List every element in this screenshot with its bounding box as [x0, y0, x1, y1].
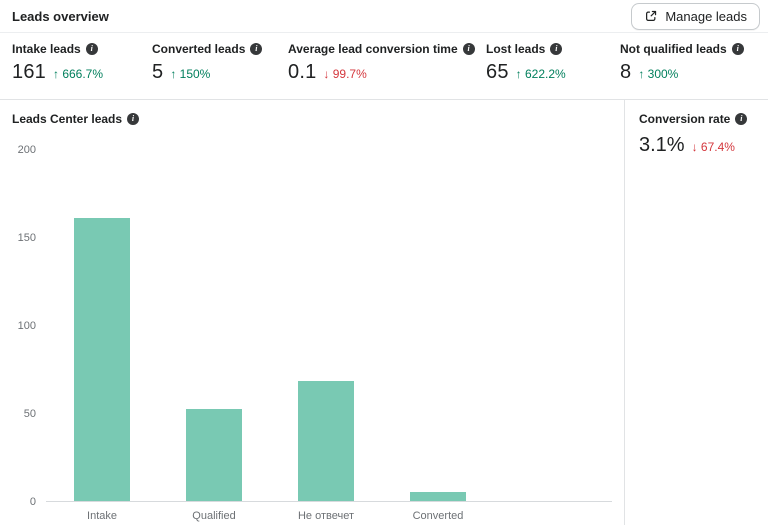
bar-Qualified[interactable]: [186, 409, 242, 501]
kpi-label: Lost leads: [486, 42, 546, 56]
bar-slot: [158, 409, 270, 501]
x-axis-label: Converted: [412, 510, 464, 522]
kpi-delta: ↑ 622.2%: [515, 67, 566, 81]
y-axis-tick: 200: [17, 144, 36, 156]
conversion-rate-label: Conversion rate: [639, 112, 731, 126]
kpi-delta: ↑ 150%: [170, 67, 211, 81]
x-axis-label: Не отвечет: [297, 510, 355, 522]
kpi-label: Intake leads: [12, 42, 81, 56]
kpi-delta: ↓ 99.7%: [323, 67, 367, 81]
y-axis: 0 50 100 150 200: [12, 144, 46, 508]
info-icon[interactable]: [735, 113, 748, 125]
kpi-intake-leads: Intake leads 161 ↑ 666.7%: [12, 42, 152, 99]
bar-chart: 0 50 100 150 200: [12, 144, 612, 508]
external-link-icon: [644, 9, 658, 23]
chart-title: Leads Center leads: [12, 112, 612, 126]
kpi-label: Converted leads: [152, 42, 246, 56]
kpi-avg-conversion-time: Average lead conversion time 0.1 ↓ 99.7%: [288, 42, 486, 99]
conversion-rate-value: 3.1%: [639, 134, 685, 156]
y-axis-tick: 0: [29, 496, 36, 508]
kpi-value: 161: [12, 61, 46, 83]
conversion-rate-section: Conversion rate 3.1% ↓ 67.4%: [625, 100, 768, 525]
header: Leads overview Manage leads: [0, 0, 768, 33]
kpi-label: Average lead conversion time: [288, 42, 458, 56]
manage-leads-button-label: Manage leads: [665, 8, 747, 24]
info-icon[interactable]: [550, 43, 563, 55]
page-title: Leads overview: [12, 8, 109, 24]
x-axis-label: Intake: [87, 510, 117, 522]
chart-plot-area: [46, 150, 612, 502]
leads-chart-section: Leads Center leads 0 50 100 150 200 Intake Qu…: [0, 100, 625, 525]
bar-Converted[interactable]: [410, 492, 466, 501]
bar-Intake[interactable]: [74, 217, 130, 501]
bar-slot: [382, 492, 494, 501]
manage-leads-button[interactable]: Manage leads: [631, 2, 760, 30]
info-icon[interactable]: [462, 43, 475, 55]
kpi-row: Intake leads 161 ↑ 666.7% Converted leads…: [0, 33, 768, 100]
kpi-not-qualified-leads: Not qualified leads 8 ↑ 300%: [620, 42, 756, 99]
x-axis-label: Qualified: [192, 510, 236, 522]
info-icon[interactable]: [127, 113, 140, 125]
info-icon[interactable]: [731, 43, 744, 55]
kpi-label: Not qualified leads: [620, 42, 727, 56]
chart-title-label: Leads Center leads: [12, 112, 123, 126]
bar-slot: [46, 217, 158, 501]
kpi-lost-leads: Lost leads 65 ↑ 622.2%: [486, 42, 620, 99]
kpi-converted-leads: Converted leads 5 ↑ 150%: [152, 42, 288, 99]
kpi-value: 8: [620, 61, 632, 83]
kpi-delta: ↑ 300%: [638, 67, 679, 81]
y-axis-tick: 100: [17, 320, 36, 332]
conversion-rate-delta: ↓ 67.4%: [691, 140, 735, 154]
y-axis-tick: 50: [23, 408, 36, 420]
kpi-value: 0.1: [288, 61, 317, 83]
bar-slot: [270, 381, 382, 501]
kpi-value: 5: [152, 61, 164, 83]
main-area: Leads Center leads 0 50 100 150 200 Intake Qu…: [0, 100, 768, 525]
info-icon[interactable]: [85, 43, 98, 55]
y-axis-tick: 150: [17, 232, 36, 244]
info-icon[interactable]: [250, 43, 263, 55]
kpi-value: 65: [486, 61, 509, 83]
kpi-delta: ↑ 666.7%: [52, 67, 104, 81]
bar-Не отвечет[interactable]: [298, 381, 354, 501]
conversion-rate-title: Conversion rate: [639, 112, 768, 126]
x-axis: Intake Qualified Не отвечет Converted: [46, 502, 612, 522]
